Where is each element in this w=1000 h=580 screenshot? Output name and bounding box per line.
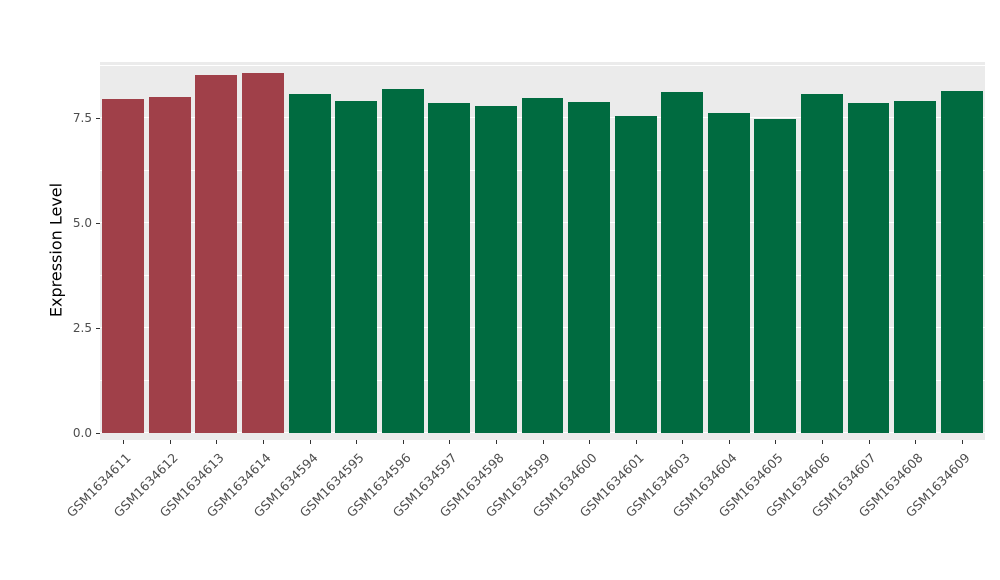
x-axis-tick-labels: GSM1634611 GSM1634612 GSM1634613 GSM1634614… (64, 450, 985, 575)
x-tick-mark (821, 440, 823, 444)
y-tick-mark (96, 223, 100, 224)
y-tick-mark (96, 433, 100, 434)
bar (754, 118, 797, 433)
bar (102, 99, 145, 433)
bar (195, 75, 238, 433)
x-tick-mark (123, 440, 125, 444)
bar-slot (286, 62, 333, 440)
bar-slot (938, 62, 985, 440)
bar (288, 94, 331, 433)
x-tick-mark (263, 440, 265, 444)
x-tick-mark (216, 440, 218, 444)
y-tick-label: 7.5 (72, 111, 92, 125)
bar-slot (892, 62, 939, 440)
bar-slot (566, 62, 613, 440)
bar-slot (706, 62, 753, 440)
x-tick-mark (402, 440, 404, 444)
bar-slot (426, 62, 473, 440)
bar-slot (147, 62, 194, 440)
y-tick-label: 2.5 (72, 321, 92, 335)
plot-panel (100, 62, 985, 440)
bars-container (100, 62, 985, 440)
y-tick-label: 0.0 (72, 426, 92, 440)
gridline-minor (100, 64, 985, 66)
x-tick-mark (868, 440, 870, 444)
y-tick-mark (96, 118, 100, 119)
bar (568, 102, 611, 433)
x-tick-mark (542, 440, 544, 444)
bar (847, 102, 890, 433)
bar-slot (659, 62, 706, 440)
y-tick-label: 5.0 (72, 216, 92, 230)
y-axis-tick-labels: 0.0 2.5 5.0 7.5 (0, 62, 92, 440)
bar (242, 73, 284, 433)
bar-slot (752, 62, 799, 440)
x-tick-mark (915, 440, 917, 444)
bar (940, 91, 983, 433)
bar (381, 89, 424, 433)
bar-slot (193, 62, 240, 440)
bar-slot (519, 62, 566, 440)
x-tick-mark (495, 440, 497, 444)
bar (707, 112, 750, 433)
bar (894, 101, 937, 433)
x-tick-mark (961, 440, 963, 444)
x-tick-mark (309, 440, 311, 444)
x-tick-mark (356, 440, 358, 444)
bar (148, 97, 191, 433)
bar (801, 94, 843, 433)
x-tick-mark (589, 440, 591, 444)
x-tick-mark (169, 440, 171, 444)
bar-slot (612, 62, 659, 440)
bar-slot (333, 62, 380, 440)
x-tick-mark (728, 440, 730, 444)
bar (428, 102, 471, 433)
x-tick-mark (449, 440, 451, 444)
bar-slot (799, 62, 846, 440)
bar (474, 105, 517, 433)
x-tick-mark (682, 440, 684, 444)
y-tick-mark (96, 328, 100, 329)
bar-slot (379, 62, 426, 440)
bar-slot (845, 62, 892, 440)
bar (661, 91, 704, 433)
bar (614, 115, 657, 433)
bar-slot (100, 62, 147, 440)
bar (521, 97, 564, 433)
x-tick-mark (635, 440, 637, 444)
bar (335, 101, 378, 433)
bar-slot (473, 62, 520, 440)
x-tick-mark (775, 440, 777, 444)
bar-slot (240, 62, 287, 440)
